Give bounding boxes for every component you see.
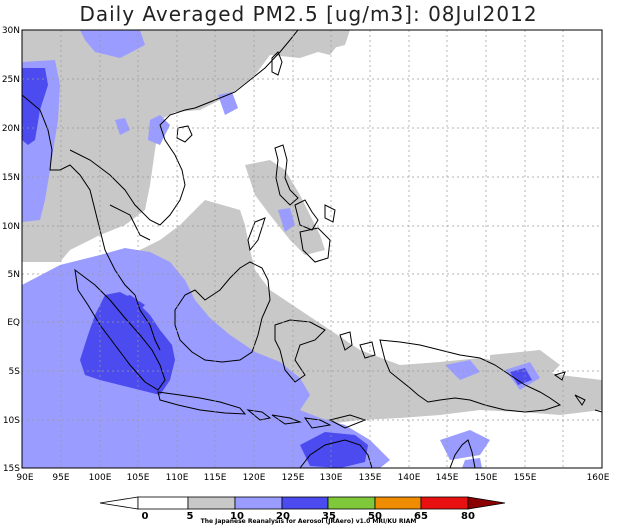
lon-label-105e: 105E (127, 473, 150, 483)
lat-label-10n: 10N (2, 222, 20, 232)
lon-label-100e: 100E (89, 473, 112, 483)
lat-label-30n: 30N (2, 26, 20, 36)
plot-frame (21, 29, 603, 469)
colorbar-cell-1 (137, 496, 189, 510)
lat-label-5s: 5S (9, 367, 21, 377)
lat-label-15s: 15S (3, 464, 20, 474)
colorbar-cell-0 (99, 496, 139, 510)
lon-label-115e: 115E (204, 473, 227, 483)
lon-label-155e: 155E (514, 473, 537, 483)
concentration-20-35-fill (22, 68, 532, 468)
colorbar-label-50: 50 (368, 511, 382, 522)
lon-label-130e: 130E (320, 473, 343, 483)
lat-label-20n: 20N (2, 124, 20, 134)
lon-label-160e: 160E (587, 473, 610, 483)
lon-label-135e: 135E (359, 473, 382, 483)
colorbar-label-5: 5 (187, 511, 194, 522)
colorbar-cell-7 (420, 496, 469, 510)
colorbar-cell-5 (327, 496, 376, 510)
lon-label-125e: 125E (282, 473, 305, 483)
colorbar-label-65: 65 (414, 511, 428, 522)
colorbar-cell-4 (281, 496, 329, 510)
coastlines (22, 30, 602, 468)
lat-label-eq: EQ (7, 318, 20, 328)
latitude-labels: 30N 25N 20N 15N 10N 5N EQ 5S 10S 15S (2, 26, 20, 474)
colorbar-label-10: 10 (230, 511, 244, 522)
lon-label-145e: 145E (436, 473, 459, 483)
lat-label-25n: 25N (2, 75, 20, 85)
lon-label-95e: 95E (52, 473, 69, 483)
colorbar (99, 496, 506, 510)
colorbar-labels: 0 5 10 20 35 50 65 80 (142, 511, 475, 522)
lon-label-150e: 150E (475, 473, 498, 483)
lon-label-90e: 90E (16, 473, 33, 483)
colorbar-label-80: 80 (461, 511, 475, 522)
colorbar-label-0: 0 (142, 511, 149, 522)
lon-label-140e: 140E (398, 473, 421, 483)
colorbar-cell-3 (234, 496, 283, 510)
colorbar-label-35: 35 (322, 511, 336, 522)
lat-label-10s: 10S (3, 416, 20, 426)
lon-label-110e: 110E (166, 473, 189, 483)
lat-label-5n: 5N (8, 270, 20, 280)
colorbar-cell-2 (187, 496, 236, 510)
colorbar-label-20: 20 (276, 511, 290, 522)
credit-line: The Japanese Reanalysis for Aerosol (JRA… (200, 518, 417, 525)
colorbar-cell-6 (374, 496, 422, 510)
lon-label-120e: 120E (243, 473, 266, 483)
map-title: Daily Averaged PM2.5 [ug/m3]: 08Jul2012 (79, 2, 538, 26)
longitude-labels: 90E 95E 100E 105E 110E 115E 120E 125E 13… (16, 473, 609, 483)
colorbar-cell-8 (467, 496, 506, 510)
lat-label-15n: 15N (2, 173, 20, 183)
grid-lines (22, 30, 602, 468)
